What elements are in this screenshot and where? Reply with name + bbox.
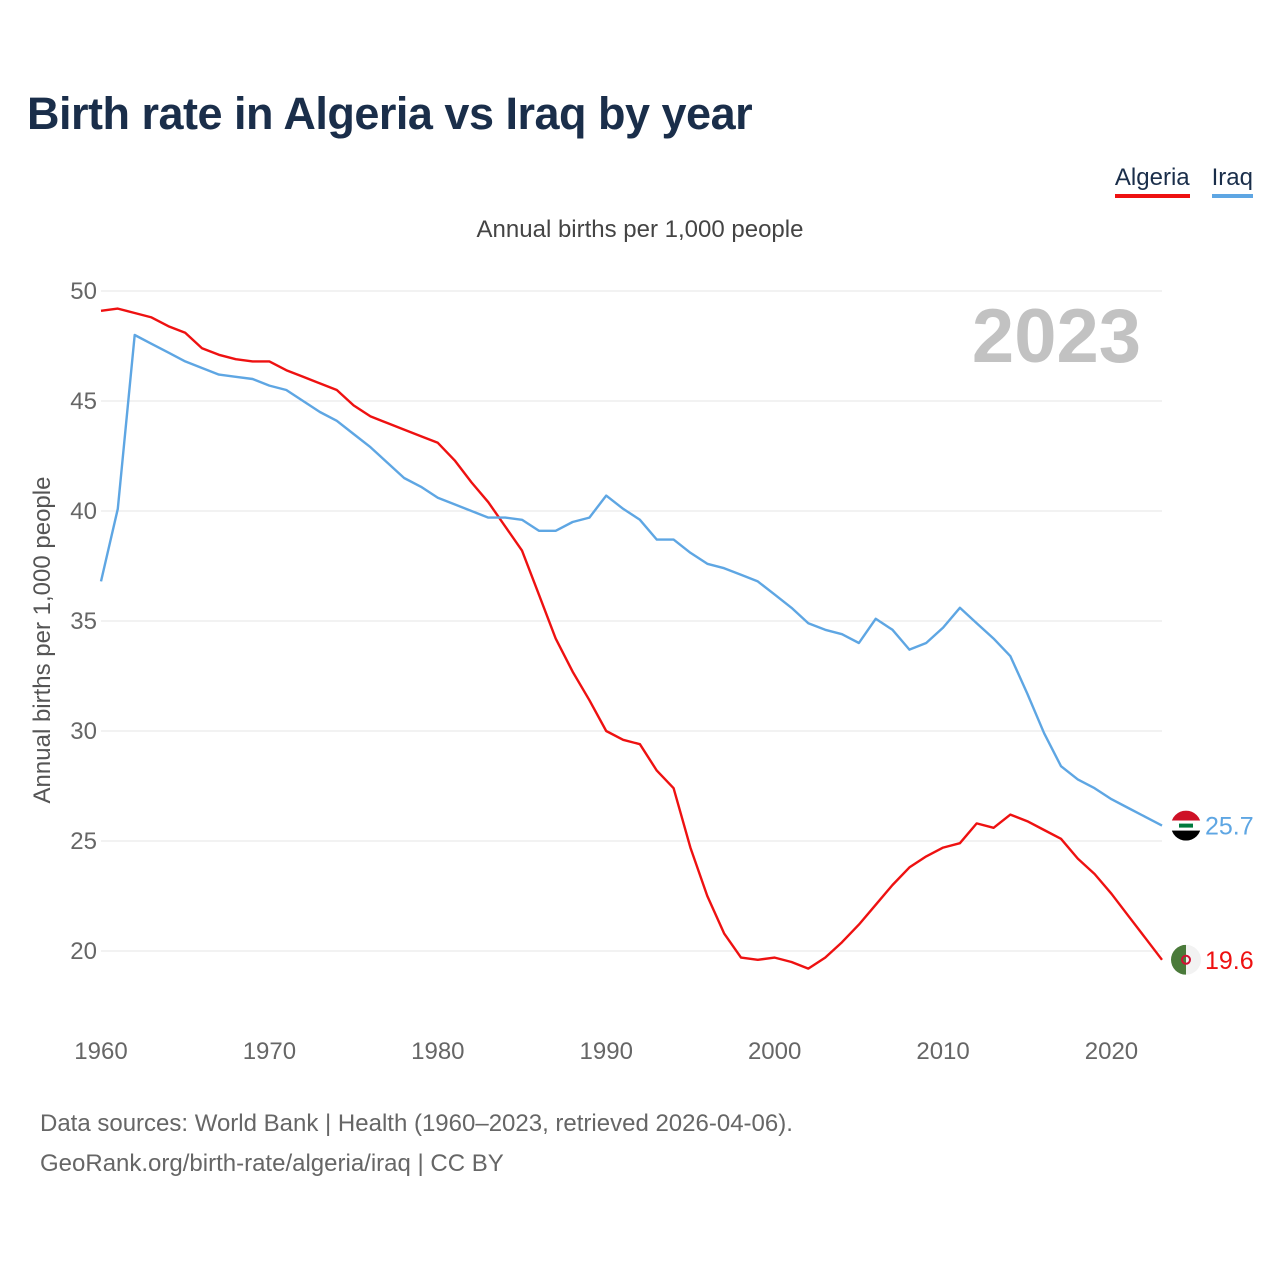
year-watermark: 2023 [972, 294, 1141, 379]
algeria-flag-icon [1171, 944, 1201, 975]
y-tick-label: 25 [70, 828, 97, 855]
iraq-flag-black [1171, 830, 1201, 841]
footer: Data sources: World Bank | Health (1960–… [40, 1104, 793, 1184]
series-line-algeria [100, 307, 1163, 970]
algeria-flag-green [1171, 944, 1186, 975]
line-chart: 20 25 30 35 40 45 50 1960 1970 1980 1990 2000 2010 2… [29, 278, 1254, 1065]
series-line-iraq [99, 333, 1163, 827]
grid-lines [101, 290, 1162, 952]
y-tick-label: 45 [70, 388, 97, 415]
legend-item-iraq[interactable]: Iraq [1211, 164, 1253, 198]
y-tick-label: 50 [70, 278, 97, 305]
iraq-flag-red [1171, 810, 1201, 821]
iraq-flag-icon [1171, 810, 1201, 841]
end-value-label-algeria: 19.6 [1205, 947, 1254, 975]
x-tick-label: 1970 [243, 1038, 296, 1065]
x-tick-label: 2020 [1085, 1038, 1138, 1065]
y-tick-label: 20 [70, 938, 97, 965]
algeria-flag-crescent [1181, 954, 1191, 965]
x-tick-label: 2010 [916, 1038, 969, 1065]
legend-item-algeria[interactable]: Algeria [1114, 164, 1190, 198]
x-tick-label: 1960 [74, 1038, 127, 1065]
y-tick-label: 35 [70, 608, 97, 635]
x-tick-label: 2000 [748, 1038, 801, 1065]
y-tick-label: 30 [70, 718, 97, 745]
legend: Algeria Iraq [1114, 164, 1253, 198]
footer-source: Data sources: World Bank | Health (1960–… [40, 1110, 793, 1137]
algeria-flag-white [1186, 944, 1201, 975]
y-axis-ticks: 20 25 30 35 40 45 50 [70, 278, 97, 965]
x-axis-ticks: 1960 1970 1980 1990 2000 2010 2020 [74, 1038, 1138, 1065]
end-value-label-iraq: 25.7 [1205, 813, 1254, 841]
chart-subtitle: Annual births per 1,000 people [476, 216, 804, 243]
x-tick-label: 1980 [411, 1038, 464, 1065]
footer-link[interactable]: GeoRank.org/birth-rate/algeria/iraq | CC… [40, 1150, 504, 1177]
iraq-flag-script [1179, 823, 1193, 828]
y-tick-label: 40 [70, 498, 97, 525]
y-axis-label: Annual births per 1,000 people [29, 477, 56, 804]
chart-title: Birth rate in Algeria vs Iraq by year [27, 88, 753, 139]
x-tick-label: 1990 [580, 1038, 633, 1065]
iraq-flag-stripes [1171, 810, 1201, 841]
algeria-flag-halves [1171, 944, 1201, 975]
series-end-markers: 19.6 25.7 [1171, 810, 1254, 975]
series-lines [99, 307, 1163, 970]
